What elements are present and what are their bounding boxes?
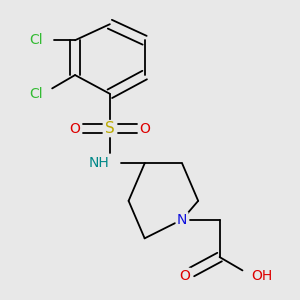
Text: NH: NH [89, 156, 110, 170]
Text: Cl: Cl [29, 87, 43, 101]
Text: O: O [179, 269, 190, 283]
Text: Cl: Cl [29, 33, 43, 47]
Text: O: O [70, 122, 80, 136]
Text: O: O [139, 122, 150, 136]
Text: N: N [177, 213, 187, 226]
Text: S: S [105, 121, 115, 136]
Text: OH: OH [252, 269, 273, 283]
